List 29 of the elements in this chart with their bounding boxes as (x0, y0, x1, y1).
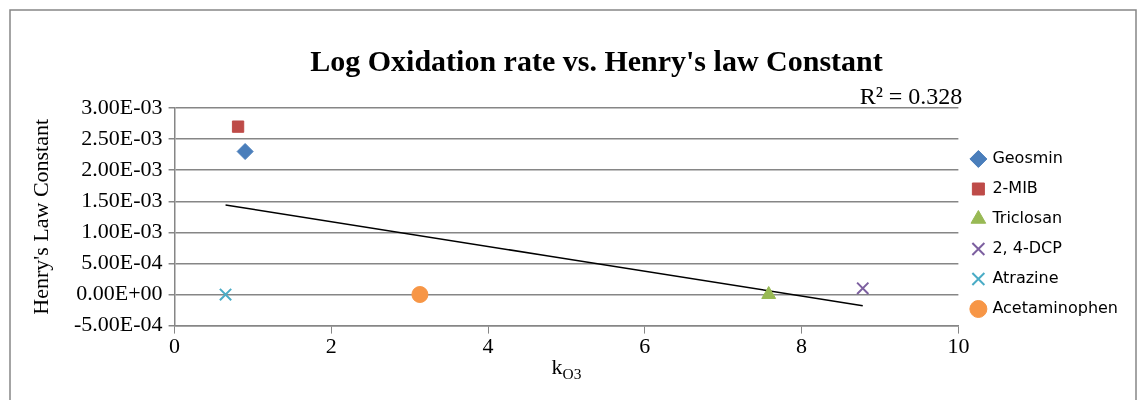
y-tick-label: 5.00E-04 (81, 249, 163, 275)
point (231, 120, 245, 133)
y-tick-label: 2.00E-03 (81, 155, 163, 181)
legend-label: Triclosan (991, 208, 1063, 228)
legend-label: Atrazine (992, 268, 1059, 288)
point (761, 286, 777, 300)
y-tick-label: 3.00E-03 (81, 93, 163, 119)
chart-title: Log Oxidation rate vs. Henry's law Constant (310, 43, 883, 77)
point (218, 287, 233, 302)
y-tick-label: 1.50E-03 (81, 187, 163, 213)
y-axis-title: Henry's Law Constant (27, 118, 53, 315)
legend-label: 2-MIB (992, 178, 1038, 198)
point (411, 286, 429, 304)
x-tick-label: 0 (169, 332, 181, 358)
y-tick-label: 2.50E-03 (81, 124, 163, 150)
x-tick-label: 4 (482, 332, 494, 358)
legend-label: Acetaminophen (992, 298, 1118, 318)
x-tick-label: 8 (796, 332, 808, 358)
y-tick-label: 1.00E-03 (81, 218, 163, 244)
legend-label: 2, 4-DCP (992, 238, 1063, 258)
annotation: R² = 0.328 (859, 83, 963, 110)
point (236, 143, 254, 161)
y-tick-label: -5.00E-04 (74, 311, 163, 337)
point (856, 281, 870, 295)
y-tick-label: 0.00E+00 (76, 280, 163, 306)
x-tick-label: 10 (947, 332, 970, 358)
legend-label: Geosmin (992, 148, 1063, 168)
x-tick-label: 2 (325, 332, 337, 358)
x-tick-label: 6 (639, 332, 651, 358)
